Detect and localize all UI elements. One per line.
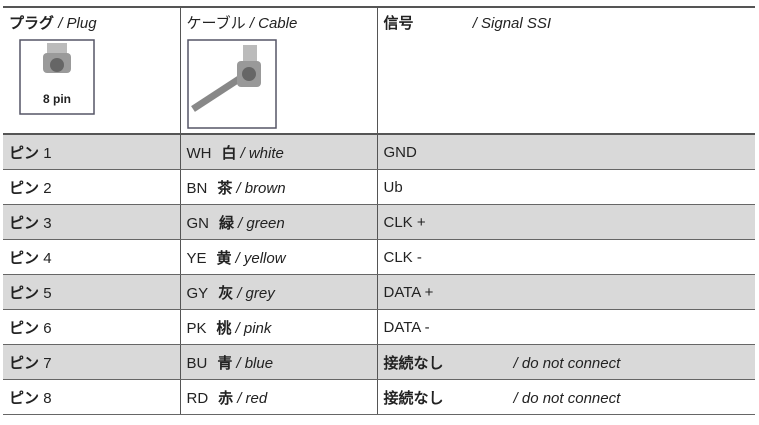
color-ja: 白 <box>221 144 237 162</box>
signal: GND <box>383 143 417 161</box>
cable-cell: PK 桃 / pink <box>179 309 377 345</box>
pin-number: 1 <box>43 144 52 162</box>
signal-cell: 接続なし / do not connect <box>376 344 755 380</box>
pin-label: ピン <box>9 179 40 197</box>
color-ja: 黄 <box>216 249 232 267</box>
color-en: / white <box>240 144 284 162</box>
color-ja: 赤 <box>218 389 234 407</box>
cable-cell: YE 黄 / yellow <box>179 239 377 275</box>
plug-icon: 8 pin <box>19 39 95 115</box>
pin-number: 6 <box>43 319 52 337</box>
pin-label: ピン <box>9 214 40 232</box>
pin-row: ピン 8 RD 赤 / red 接続なし / do not connect <box>3 379 755 415</box>
signal-note: / do not connect <box>513 354 621 372</box>
pin-number: 3 <box>43 214 52 232</box>
signal-cell: DATA + <box>376 274 755 310</box>
color-ja: 桃 <box>216 319 232 337</box>
header-cable: ケーブル / Cable <box>179 6 377 135</box>
pin-row: ピン 5 GY 灰 / grey DATA + <box>3 274 755 310</box>
signal-cell: DATA - <box>376 309 755 345</box>
header-row: プラグ / Plug 8 pin ケーブル / Cable 信号 <box>3 6 755 135</box>
color-ja: 灰 <box>218 284 234 302</box>
signal-cell: Ub <box>376 169 755 205</box>
signal-cell: CLK - <box>376 239 755 275</box>
color-code: PK <box>186 319 207 337</box>
pin-cell: ピン 8 <box>3 379 180 415</box>
pin-label: ピン <box>9 144 40 162</box>
pin-number: 2 <box>43 179 52 197</box>
pin-cell: ピン 7 <box>3 344 180 380</box>
pin-label: ピン <box>9 389 40 407</box>
header-en: / Signal SSI <box>472 15 552 32</box>
pin-label: ピン <box>9 284 40 302</box>
color-en: / grey <box>237 284 275 302</box>
cable-cell: BN 茶 / brown <box>179 169 377 205</box>
signal: 接続なし <box>383 389 444 407</box>
cable-icon <box>186 39 277 129</box>
color-ja: 青 <box>217 354 233 372</box>
header-ja: 信号 <box>383 15 414 32</box>
color-code: BN <box>186 179 208 197</box>
color-code: GY <box>186 284 209 302</box>
cable-cell: GY 灰 / grey <box>179 274 377 310</box>
color-code: BU <box>186 354 208 372</box>
pin-row: ピン 3 GN 緑 / green CLK + <box>3 204 755 240</box>
color-code: RD <box>186 389 209 407</box>
signal-note: / do not connect <box>513 389 621 407</box>
header-plug: プラグ / Plug 8 pin <box>3 6 180 135</box>
pin-cell: ピン 5 <box>3 274 180 310</box>
pin-number: 8 <box>43 389 52 407</box>
color-code: GN <box>186 214 210 232</box>
color-en: / pink <box>235 319 272 337</box>
pin-label: ピン <box>9 354 40 372</box>
pin-cell: ピン 1 <box>3 134 180 170</box>
signal: 接続なし <box>383 354 444 372</box>
color-en: / green <box>238 214 285 232</box>
header-ja: プラグ <box>9 15 55 32</box>
header-en: / Cable <box>249 15 298 32</box>
signal-cell: 接続なし / do not connect <box>376 379 755 415</box>
signal: Ub <box>383 178 403 196</box>
plug-label: 8 pin <box>43 92 71 106</box>
color-en: / brown <box>236 179 286 197</box>
pin-number: 5 <box>43 284 52 302</box>
pin-row: ピン 4 YE 黄 / yellow CLK - <box>3 239 755 275</box>
color-en: / red <box>237 389 268 407</box>
pin-cell: ピン 2 <box>3 169 180 205</box>
header-ja: ケーブル <box>186 15 246 32</box>
pin-row: ピン 7 BU 青 / blue 接続なし / do not connect <box>3 344 755 380</box>
pin-label: ピン <box>9 249 40 267</box>
pin-cell: ピン 6 <box>3 309 180 345</box>
signal-cell: GND <box>376 134 755 170</box>
color-code: YE <box>186 249 207 267</box>
pin-cell: ピン 4 <box>3 239 180 275</box>
pinout-table: プラグ / Plug 8 pin ケーブル / Cable 信号 <box>3 6 755 415</box>
color-ja: 茶 <box>217 179 233 197</box>
color-code: WH <box>186 144 212 162</box>
pin-cell: ピン 3 <box>3 204 180 240</box>
cable-cell: WH 白 / white <box>179 134 377 170</box>
signal: DATA + <box>383 283 434 301</box>
pin-number: 7 <box>43 354 52 372</box>
cable-cell: RD 赤 / red <box>179 379 377 415</box>
pin-row: ピン 1 WH 白 / white GND <box>3 134 755 170</box>
color-en: / blue <box>236 354 274 372</box>
pinout-table-wrap: プラグ / Plug 8 pin ケーブル / Cable 信号 <box>3 6 755 415</box>
cable-cell: BU 青 / blue <box>179 344 377 380</box>
signal-cell: CLK + <box>376 204 755 240</box>
color-ja: 緑 <box>219 214 235 232</box>
pin-number: 4 <box>43 249 52 267</box>
pin-label: ピン <box>9 319 40 337</box>
color-en: / yellow <box>235 249 286 267</box>
signal: CLK - <box>383 248 422 266</box>
pin-row: ピン 2 BN 茶 / brown Ub <box>3 169 755 205</box>
pin-row: ピン 6 PK 桃 / pink DATA - <box>3 309 755 345</box>
header-signal: 信号 / Signal SSI <box>376 6 755 135</box>
header-en: / Plug <box>58 15 97 32</box>
signal: CLK + <box>383 213 426 231</box>
cable-cell: GN 緑 / green <box>179 204 377 240</box>
signal: DATA - <box>383 318 430 336</box>
